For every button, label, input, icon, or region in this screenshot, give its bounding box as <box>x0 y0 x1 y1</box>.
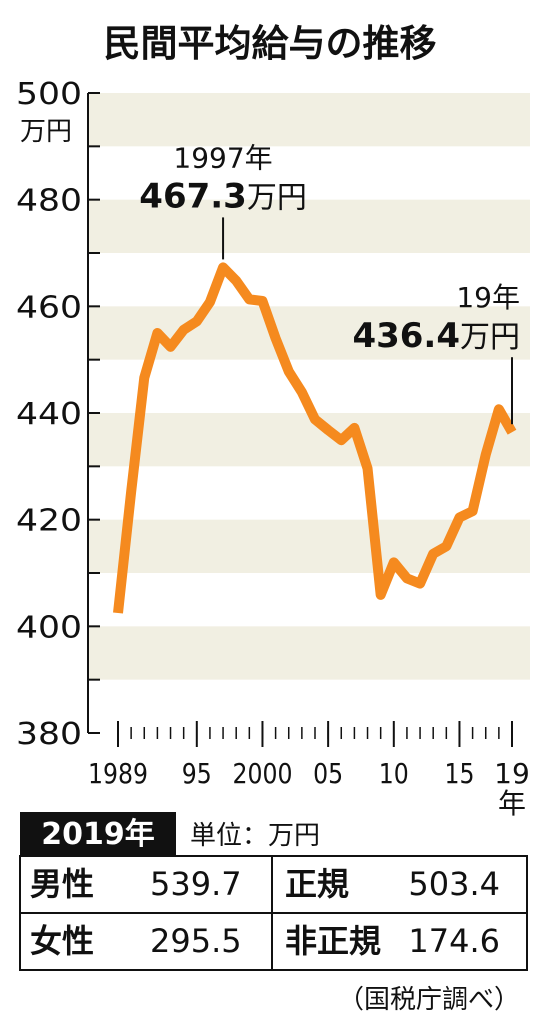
table-cell: 正規 <box>285 865 349 903</box>
grid-band <box>88 519 530 573</box>
table-year: 2019年 <box>41 817 155 852</box>
x-tick-label: 19 年 <box>494 757 530 820</box>
x-tick-label: 1989 <box>88 757 148 790</box>
y-tick-label: 460 <box>16 290 82 325</box>
grid-band <box>88 626 530 680</box>
table-cell: 非正規 <box>285 922 381 960</box>
table-cell: 295.5 <box>150 922 242 960</box>
y-tick-label: 380 <box>16 717 82 752</box>
x-tick-label: 05 <box>313 757 343 790</box>
x-tick-label: 15 <box>444 757 474 790</box>
y-unit: 万円 <box>20 117 72 147</box>
y-tick-label: 440 <box>16 397 82 432</box>
line <box>113 262 517 614</box>
annotation-label: 19年 <box>456 281 520 314</box>
table-unit: 単位：万円 <box>190 821 320 851</box>
y-tick-label: 400 <box>16 610 82 645</box>
annotation-value: 436.4万円 <box>352 316 520 356</box>
table-cell: 女性 <box>30 922 94 960</box>
y-tick-label: 500 <box>16 77 82 112</box>
y-tick-label: 480 <box>16 184 82 219</box>
annotation-value: 467.3万円 <box>139 176 307 216</box>
x-tick-label: 95 <box>182 757 212 790</box>
x-tick-label: 10 <box>379 757 409 790</box>
x-tick-label: 2000 <box>232 757 292 790</box>
y-tick-label: 420 <box>16 504 82 539</box>
table-cell: 男性 <box>30 865 94 903</box>
table-cell: 539.7 <box>150 865 242 903</box>
source: （国税庁調べ） <box>338 985 520 1015</box>
table-year-box <box>20 812 176 856</box>
grid-band <box>88 199 530 253</box>
table-cell: 174.6 <box>408 922 500 960</box>
grid-band <box>88 93 530 147</box>
table-cell: 503.4 <box>408 865 500 903</box>
annotation-label: 1997年 <box>173 141 272 174</box>
chart-title: 民間平均給与の推移 <box>104 22 437 65</box>
grid-band <box>88 413 530 467</box>
